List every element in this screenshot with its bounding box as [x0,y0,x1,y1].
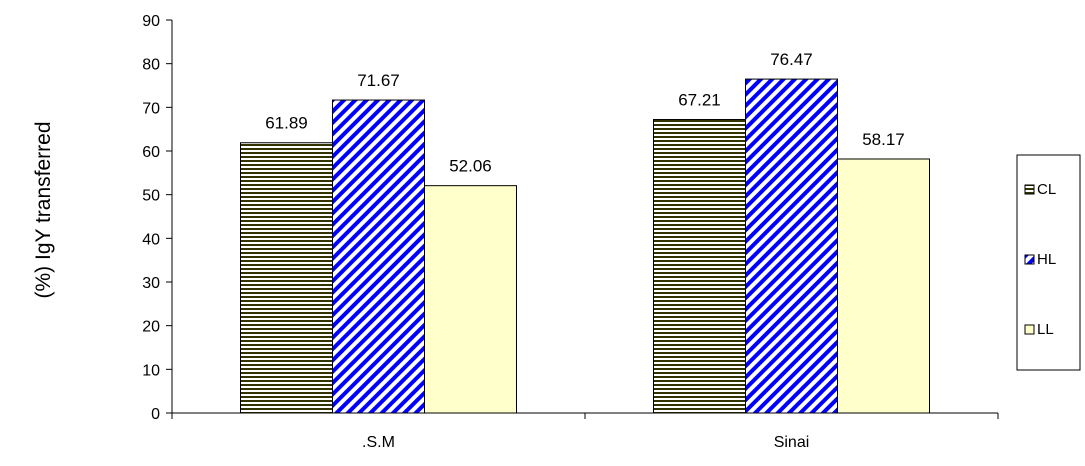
legend-swatch-ll [1024,324,1035,335]
bar-cl-2 [653,119,746,414]
data-label: 61.89 [265,114,308,133]
data-label: 52.06 [449,157,492,176]
legend-label-cl: CL [1037,181,1056,198]
bar-ll-2 [837,158,930,414]
y-tick-label: 50 [142,188,160,205]
y-axis-title: (%) IgY transferred [32,121,55,298]
data-label: 58.17 [862,130,905,149]
legend-label-hl: HL [1037,251,1056,268]
legend: CL HL LL [1016,154,1081,371]
y-tick-label: 60 [142,144,160,161]
bar-cl-1 [240,142,333,414]
y-tick-label: 80 [142,57,160,74]
x-tick-label: .S.M [362,434,395,451]
legend-swatch-hl [1024,254,1035,265]
legend-swatch-cl [1024,184,1035,195]
bar-hl-2 [745,78,838,414]
bar-ll-1 [424,185,517,414]
y-tick-label: 70 [142,100,160,117]
y-tick-label: 40 [142,231,160,248]
y-tick-label: 0 [151,406,160,423]
legend-label-ll: LL [1037,321,1054,338]
y-axis-ticks: 0 10 20 30 40 50 60 70 80 90 [142,13,172,423]
data-labels: 61.89 71.67 52.06 67.21 76.47 58.17 [265,50,905,176]
bars [240,78,930,414]
x-axis-ticks: .S.M Sinai [171,413,999,451]
y-tick-label: 20 [142,319,160,336]
y-tick-label: 10 [142,362,160,379]
data-label: 67.21 [678,91,721,110]
bar-hl-1 [332,99,425,414]
x-tick-label: Sinai [774,434,810,451]
y-tick-label: 90 [142,13,160,30]
data-label: 71.67 [357,71,400,90]
y-tick-label: 30 [142,275,160,292]
data-label: 76.47 [770,50,813,69]
